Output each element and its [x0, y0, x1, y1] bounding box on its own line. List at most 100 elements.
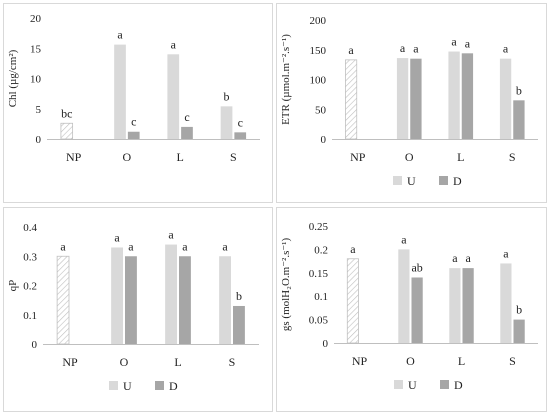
significance-label: a — [451, 35, 457, 49]
significance-label: a — [222, 239, 228, 253]
significance-label: a — [452, 251, 458, 265]
bar-U-O — [114, 44, 126, 140]
y-tick-label: 0.1 — [23, 310, 37, 322]
legend-swatch-D — [440, 380, 449, 389]
significance-label: b — [516, 83, 522, 97]
significance-label: a — [114, 230, 120, 244]
legend-swatch-U — [393, 176, 402, 185]
panel-border — [3, 207, 273, 412]
significance-label: a — [182, 239, 188, 253]
bar-D-L — [461, 53, 474, 139]
y-axis-title: gs (molH₂O.m⁻².s⁻¹) — [280, 238, 292, 332]
legend-label-D: D — [169, 379, 178, 393]
significance-label: c — [131, 115, 136, 129]
bar-U-S — [220, 106, 233, 139]
significance-label: a — [128, 239, 134, 253]
bar-U-L — [448, 51, 460, 139]
y-tick-label: 0.15 — [309, 268, 329, 280]
x-tick-label: NP — [62, 355, 78, 369]
y-tick-label: 15 — [30, 43, 42, 55]
legend-label-D: D — [454, 378, 463, 392]
significance-label: a — [168, 228, 174, 242]
bar-U-L — [167, 54, 180, 139]
y-axis-title: ETR (µmol.m⁻².s⁻¹) — [280, 34, 292, 125]
bar-U-O — [398, 249, 410, 343]
legend-label-D: D — [453, 174, 462, 188]
y-tick-label: 100 — [310, 75, 327, 87]
significance-label: a — [503, 42, 509, 56]
legend-label-U: U — [408, 378, 417, 392]
legend-swatch-D — [439, 176, 448, 185]
y-tick-label: 0.1 — [314, 291, 328, 303]
bar-D-O — [411, 277, 423, 343]
y-tick-label: 0 — [323, 338, 329, 350]
significance-label: b — [236, 289, 242, 303]
significance-label: a — [413, 42, 419, 56]
bar-U-L — [165, 244, 177, 344]
bar-U-NP — [346, 258, 359, 344]
y-tick-label: 0 — [32, 339, 38, 351]
x-tick-label: O — [406, 354, 415, 368]
significance-label: ab — [411, 260, 422, 274]
bar-U-S — [500, 263, 512, 343]
legend-swatch-D — [155, 381, 164, 390]
y-tick-label: 5 — [36, 104, 42, 116]
bar-D-S — [513, 319, 525, 343]
y-tick-label: 0.2 — [314, 244, 328, 256]
y-tick-label: 0.2 — [23, 281, 37, 293]
significance-label: a — [503, 246, 509, 260]
y-tick-label: 0.05 — [309, 315, 329, 327]
bar-U-O — [396, 58, 409, 139]
legend-swatch-U — [394, 380, 403, 389]
x-tick-label: L — [176, 150, 183, 164]
bar-U-NP — [56, 255, 70, 345]
bar-D-S — [233, 305, 245, 344]
x-tick-label: NP — [352, 354, 368, 368]
y-tick-label: 0 — [36, 134, 42, 146]
y-tick-label: 0.25 — [309, 221, 329, 233]
significance-label: a — [465, 36, 471, 50]
bar-D-S — [234, 132, 247, 139]
significance-label: a — [401, 232, 407, 246]
y-tick-label: 0 — [321, 134, 327, 146]
significance-label: a — [348, 43, 354, 57]
x-tick-label: O — [405, 150, 414, 164]
significance-label: b — [516, 303, 522, 317]
bar-D-O — [127, 131, 140, 139]
y-axis-title: qP — [7, 280, 19, 292]
x-tick-label: S — [509, 354, 516, 368]
x-tick-label: S — [230, 150, 237, 164]
x-tick-label: O — [120, 355, 129, 369]
bar-D-L — [462, 268, 474, 343]
y-tick-label: 50 — [315, 104, 327, 116]
y-axis-title: Chl (µg/cm²) — [7, 49, 19, 107]
x-tick-label: S — [229, 355, 236, 369]
bar-U-O — [111, 247, 123, 344]
significance-label: a — [117, 28, 123, 42]
bar-U-S — [499, 58, 512, 139]
bar-D-L — [179, 256, 191, 344]
x-tick-label: L — [458, 354, 465, 368]
bar-D-O — [125, 256, 137, 344]
significance-label: c — [238, 115, 243, 129]
bar-D-L — [181, 126, 193, 139]
significance-label: a — [350, 242, 356, 256]
significance-label: a — [465, 251, 471, 265]
significance-label: bc — [61, 106, 72, 120]
y-tick-label: 200 — [310, 15, 327, 27]
y-tick-label: 20 — [30, 13, 42, 25]
significance-label: a — [60, 239, 66, 253]
y-tick-label: 0.4 — [23, 222, 37, 234]
legend-label-U: U — [407, 174, 416, 188]
bar-U-NP — [60, 122, 74, 140]
y-tick-label: 150 — [310, 45, 327, 57]
legend-swatch-U — [109, 381, 118, 390]
x-tick-label: S — [509, 150, 516, 164]
x-tick-label: L — [174, 355, 181, 369]
significance-label: a — [400, 41, 406, 55]
bar-U-NP — [345, 59, 358, 140]
bar-D-O — [410, 58, 422, 139]
